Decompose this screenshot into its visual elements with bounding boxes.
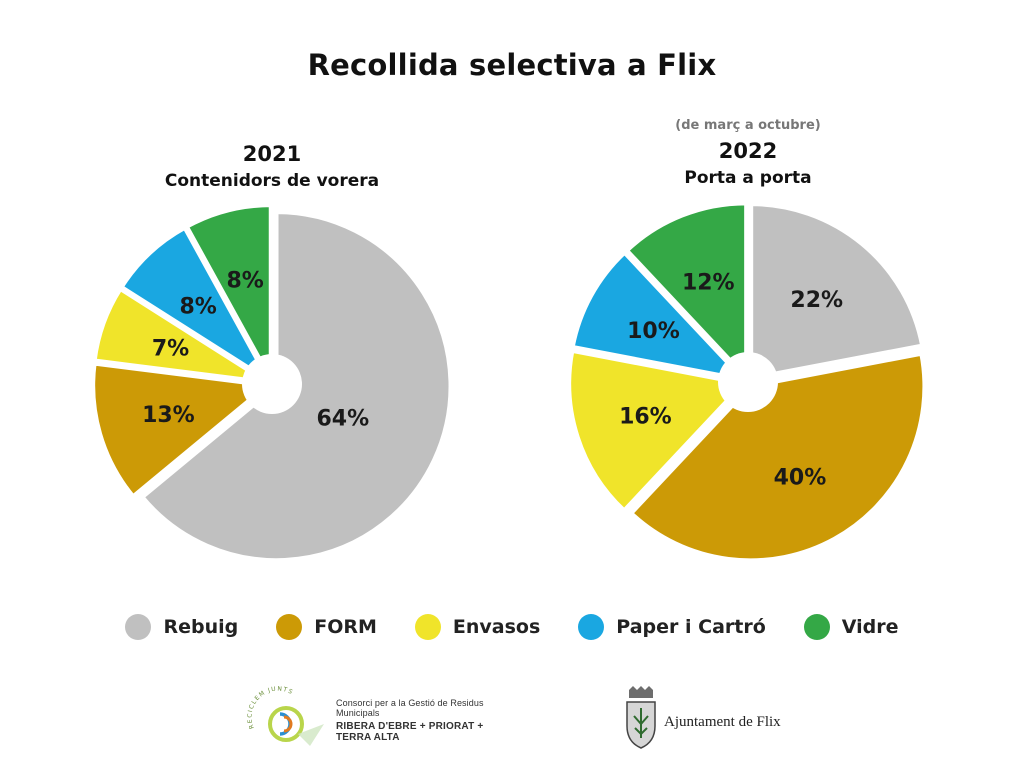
legend-label-rebuig: Rebuig <box>163 616 239 638</box>
pie-label-2022-rebuig: 22% <box>790 288 843 313</box>
pie-label-2022-vidre: 12% <box>682 271 735 296</box>
pie-chart-2021: 64% 13% 7% 8% 8% <box>91 203 453 563</box>
consorci-logo: RECICLEM JUNTS Consorci per a la Gestió … <box>240 684 500 750</box>
reciclem-junts-logo-mark: RECICLEM JUNTS <box>246 685 324 746</box>
legend-label-form: FORM <box>314 616 377 638</box>
chart-subtitle-2021: Contenidors de vorera <box>164 171 380 191</box>
legend-item-vidre: Vidre <box>803 614 899 640</box>
legend-swatch-envasos <box>414 614 441 640</box>
pie-center-hole-2022 <box>718 352 778 412</box>
coat-of-arms-icon <box>626 686 656 749</box>
pie-slice-2022-envasos <box>567 348 748 514</box>
pie-label-2021-rebuig: 64% <box>317 406 370 431</box>
pie-center-hole-2021 <box>242 354 302 414</box>
legend-item-rebuig: Rebuig <box>125 614 238 640</box>
consorci-line-1: Consorci per a la Gestió de Residus Muni… <box>336 698 484 718</box>
pie-slice-2021-paper-i-cartr <box>118 225 271 383</box>
chart-title: Recollida selectiva a Flix <box>307 48 717 82</box>
pie-slice-2021-vidre <box>184 203 273 381</box>
pie-label-2021-vidre: 8% <box>226 269 263 294</box>
legend-swatch-rebuig <box>125 614 152 640</box>
chart-header-2022: (de març a octubre) 2022 Porta a porta <box>568 118 928 191</box>
pie-slice-2022-paper-i-cartr <box>570 249 750 383</box>
pie-label-2021-paper-i-cartr: 8% <box>179 294 216 319</box>
consorci-line-2: RIBERA D'EBRE + PRIORAT + TERRA ALTA <box>336 721 484 743</box>
legend-item-envasos: Envasos <box>414 614 541 640</box>
chart-header-2021: 2021 Contenidors de vorera <box>92 140 452 194</box>
pie-slice-2022-vidre <box>624 201 749 383</box>
pie-label-2021-envasos: 7% <box>152 336 189 361</box>
legend: Rebuig FORM Envasos Paper i Cartró Vidre <box>0 614 1024 640</box>
pie-label-2022-paper-i-cartr: 10% <box>627 319 680 344</box>
pie-slice-2022-rebuig <box>749 202 925 381</box>
chart-year-2021: 2021 <box>242 142 302 166</box>
legend-label-vidre: Vidre <box>841 616 899 638</box>
pie-label-2022-form: 40% <box>774 466 827 491</box>
pie-label-2022-envasos: 16% <box>619 404 672 429</box>
legend-label-paper: Paper i Cartró <box>616 616 766 638</box>
legend-item-paper: Paper i Cartró <box>578 614 766 640</box>
pie-slice-2021-envasos <box>92 286 269 385</box>
pie-label-2021-form: 13% <box>142 403 195 428</box>
ajuntament-text: Ajuntament de Flix <box>664 714 781 730</box>
pie-slice-2021-form <box>91 361 273 500</box>
legend-label-envasos: Envasos <box>452 616 541 638</box>
consorci-text-block: Consorci per a la Gestió de Residus Muni… <box>336 698 506 743</box>
pie-chart-2022: 22% 40% 16% 10%12% <box>567 201 927 563</box>
legend-swatch-paper <box>578 614 605 640</box>
chart-year-2022: 2022 <box>718 139 778 163</box>
pie-slice-2022-form <box>628 351 927 563</box>
chart-note-2022: (de març a octubre) <box>675 118 821 133</box>
legend-swatch-form <box>276 614 303 640</box>
legend-swatch-vidre <box>803 614 830 640</box>
legend-item-form: FORM <box>276 614 377 640</box>
ajuntament-logo: Ajuntament de Flix <box>624 686 824 752</box>
chart-subtitle-2022: Porta a porta <box>684 168 812 188</box>
